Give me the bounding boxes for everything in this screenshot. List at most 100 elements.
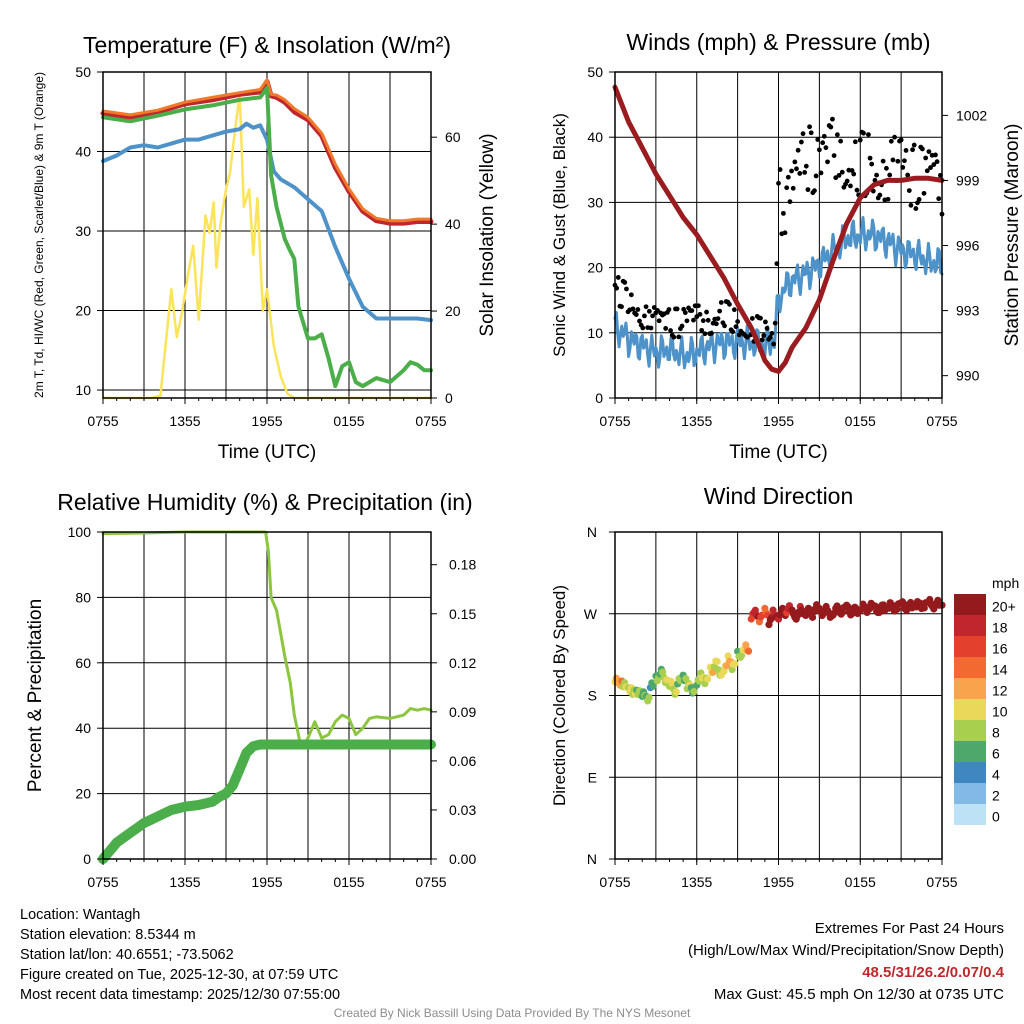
y2-tick-label: 0.12: [449, 655, 476, 671]
colorbar-swatch: [954, 594, 986, 615]
series-line-9m-t: [101, 78, 433, 223]
gust-dot: [916, 197, 922, 202]
y-tick-label: 20: [587, 260, 603, 276]
chart-title: Winds (mph) & Pressure (mb): [626, 29, 930, 55]
gust-dot: [910, 147, 915, 153]
gust-dot: [921, 190, 927, 196]
y-tick-label: 50: [75, 64, 91, 80]
gust-dot: [823, 145, 829, 151]
gust-dot: [911, 142, 917, 148]
gust-dot: [851, 171, 857, 177]
gust-dot: [831, 153, 837, 159]
direction-point: [875, 608, 883, 617]
gust-dot: [913, 206, 919, 211]
credit-text: Created By Nick Bassill Using Data Provi…: [333, 1006, 691, 1020]
x-tick-label: 0155: [333, 413, 364, 429]
gust-dot: [648, 325, 654, 331]
gust-dot: [650, 313, 656, 319]
chart-panel-2: 0755 1355 1955 0155 0755 Time (UTC) 0 10 20 30 40 5…: [550, 29, 1023, 463]
y2-tick-label: 0.03: [449, 802, 476, 818]
y2-tick-label: 1002: [956, 107, 987, 123]
gust-dot: [646, 308, 652, 314]
gust-dot: [884, 165, 889, 171]
colorbar-swatch: [954, 741, 986, 762]
gust-dot: [794, 166, 799, 172]
gust-dot: [676, 334, 682, 340]
gust-dot: [615, 275, 621, 280]
gust-dot: [825, 159, 830, 165]
gust-dot: [771, 341, 776, 347]
gust-dot: [784, 185, 790, 191]
x-tick-label: 1955: [763, 413, 794, 429]
x-tick-label: 0755: [599, 874, 630, 890]
gust-dot: [905, 172, 911, 178]
gust-dot: [633, 312, 639, 317]
colorbar-swatch: [954, 615, 986, 636]
created-text: Figure created on Tue, 2025-12-30, at 07…: [20, 967, 339, 983]
gust-dot: [928, 165, 933, 170]
y-tick-label: 60: [75, 655, 91, 671]
gust-dot: [848, 183, 853, 189]
colorbar-label: 14: [992, 662, 1008, 678]
gust-dot: [892, 134, 897, 140]
gust-dot: [838, 138, 844, 144]
gust-dot: [805, 187, 811, 193]
colorbar-swatch: [954, 720, 986, 741]
colorbar-swatch: [954, 657, 986, 678]
gust-dot: [776, 180, 781, 186]
gust-dot: [854, 187, 860, 193]
colorbar-label: 10: [992, 704, 1008, 720]
gust-dot: [733, 324, 739, 330]
gust-dot: [671, 334, 677, 340]
gust-dot: [885, 196, 891, 202]
direction-point: [649, 682, 657, 690]
gust-dot: [790, 185, 796, 191]
chart-title: Relative Humidity (%) & Precipitation (i…: [57, 489, 472, 515]
gust-dot: [795, 147, 801, 153]
gust-dot: [709, 330, 714, 336]
y-axis-label: Direction (Colored By Speed): [550, 585, 569, 806]
gust-dot: [787, 199, 793, 205]
y-tick-label: 30: [587, 194, 603, 210]
x-tick-label: 0755: [415, 413, 446, 429]
direction-point: [713, 657, 721, 666]
gust-dot: [727, 301, 732, 307]
y2-tick-label: 0: [445, 390, 453, 406]
gust-dot: [813, 173, 819, 179]
direction-point: [731, 660, 739, 668]
gust-dot: [901, 158, 907, 164]
series-line-solar-insolation: [101, 92, 433, 400]
gust-dot: [758, 315, 763, 321]
gust-dot: [887, 172, 893, 178]
gust-dot: [867, 155, 873, 161]
elevation-text: Station elevation: 8.5344 m: [20, 927, 196, 943]
series-line-sonic-wind: [613, 216, 944, 370]
y-tick-label: 80: [75, 589, 91, 605]
colorbar-swatch: [954, 762, 986, 783]
colorbar-swatch: [954, 678, 986, 699]
gust-dot: [844, 178, 850, 184]
gust-dot: [869, 161, 875, 167]
gust-dot: [861, 130, 866, 136]
y-tick-label: 40: [75, 720, 91, 736]
gust-dot: [663, 326, 669, 331]
gust-dot: [704, 309, 709, 315]
gust-dot: [767, 334, 773, 340]
gust-dot: [682, 310, 688, 316]
x-tick-label: 1955: [763, 874, 794, 890]
gust-dot: [898, 137, 904, 143]
gust-dot: [908, 202, 914, 208]
y2-tick-label: 0.15: [449, 606, 476, 622]
y2-tick-label: 40: [445, 216, 461, 232]
gust-dot: [797, 171, 803, 176]
y-tick-label: 0: [595, 390, 603, 406]
gust-dot: [735, 319, 741, 324]
gust-dot: [781, 210, 786, 216]
chart-title: Wind Direction: [704, 483, 854, 509]
gust-dot: [874, 172, 879, 178]
colorbar-unit-label: mph: [992, 575, 1019, 591]
gust-dot: [933, 152, 938, 158]
y2-tick-label: 0.06: [449, 753, 476, 769]
direction-point: [893, 605, 901, 613]
